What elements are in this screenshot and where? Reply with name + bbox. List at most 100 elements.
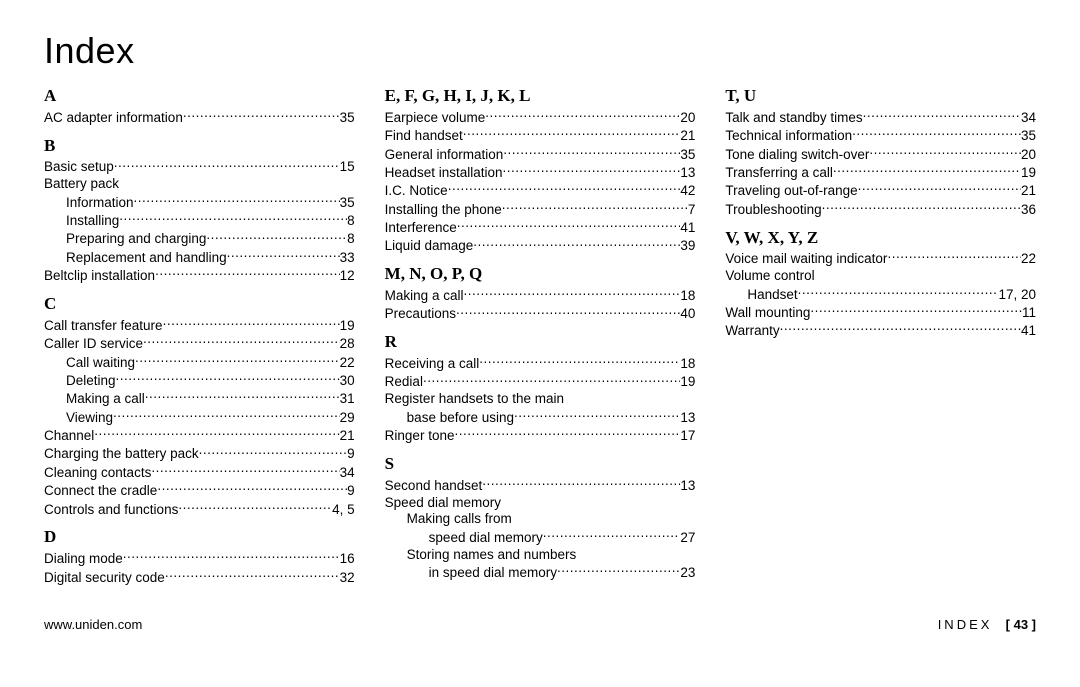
entry-page: 20 — [680, 110, 695, 127]
index-entry: Voice mail waiting indicator 22 — [725, 250, 1036, 268]
index-entry: Precautions40 — [385, 305, 696, 323]
entry-label: Warranty — [725, 323, 779, 340]
entry-page: 11 — [1022, 305, 1036, 322]
entry-leader-dots — [479, 355, 680, 369]
entry-leader-dots — [852, 127, 1021, 141]
entry-leader-dots — [94, 427, 339, 441]
entry-leader-dots — [134, 193, 340, 207]
entry-label: Connect the cradle — [44, 483, 157, 500]
entry-page: 13 — [680, 410, 695, 427]
entry-page: 40 — [680, 306, 695, 323]
entry-label: Digital security code — [44, 570, 165, 587]
index-entry: Volume control — [725, 268, 1036, 285]
entry-leader-dots — [863, 108, 1021, 122]
entry-leader-dots — [485, 108, 680, 122]
entry-page: 28 — [340, 336, 355, 353]
index-entry: Making calls from — [385, 511, 696, 528]
page-footer: www.uniden.com INDEX [ 43 ] — [44, 617, 1036, 633]
entry-leader-dots — [119, 212, 347, 226]
entry-leader-dots — [869, 145, 1021, 159]
entry-page: 15 — [340, 159, 355, 176]
index-entry: Deleting30 — [44, 371, 355, 389]
entry-page: 32 — [340, 570, 355, 587]
index-page: Index AAC adapter information35BBasic se… — [0, 0, 1080, 649]
index-entry: Receiving a call18 — [385, 355, 696, 373]
entry-page: 4, 5 — [332, 502, 355, 519]
entry-page: 22 — [1021, 251, 1036, 268]
entry-leader-dots — [463, 127, 681, 141]
index-entry: in speed dial memory23 — [385, 564, 696, 582]
entry-leader-dots — [482, 476, 680, 490]
entry-page: 21 — [340, 428, 355, 445]
entry-label: Dialing mode — [44, 551, 123, 568]
entry-page: 9 — [347, 446, 355, 463]
entry-page: 34 — [340, 465, 355, 482]
entry-leader-dots — [810, 303, 1022, 317]
index-entry: Installing the phone 7 — [385, 200, 696, 218]
index-entry: Warranty41 — [725, 322, 1036, 340]
section-letter: S — [385, 453, 696, 474]
entry-leader-dots — [206, 230, 347, 244]
entry-label: Volume control — [725, 268, 814, 285]
entry-leader-dots — [123, 550, 340, 564]
index-entry: Liquid damage39 — [385, 237, 696, 255]
entry-leader-dots — [448, 182, 681, 196]
entry-page: 35 — [340, 110, 355, 127]
entry-page: 22 — [340, 355, 355, 372]
entry-label: Transferring a call — [725, 165, 833, 182]
footer-section-name: INDEX — [938, 617, 993, 632]
entry-page: 8 — [347, 231, 355, 248]
entry-label: Information — [66, 195, 134, 212]
entry-label: Ringer tone — [385, 428, 455, 445]
index-column-1: AAC adapter information35BBasic setup15B… — [44, 77, 355, 586]
entry-label: Speed dial memory — [385, 495, 501, 512]
entry-leader-dots — [502, 200, 688, 214]
entry-page: 33 — [340, 250, 355, 267]
entry-page: 21 — [680, 128, 695, 145]
index-entry: Viewing 29 — [44, 408, 355, 426]
entry-label: Beltclip installation — [44, 268, 155, 285]
index-entry: Cleaning contacts34 — [44, 463, 355, 481]
index-entry: Find handset21 — [385, 127, 696, 145]
entry-label: Charging the battery pack — [44, 446, 199, 463]
entry-leader-dots — [157, 482, 347, 496]
entry-page: 36 — [1021, 202, 1036, 219]
entry-label: Replacement and handling — [66, 250, 227, 267]
index-entry: Installing8 — [44, 212, 355, 230]
entry-label: Installing the phone — [385, 202, 502, 219]
entry-leader-dots — [116, 371, 340, 385]
entry-leader-dots — [178, 500, 332, 514]
index-column-3: T, UTalk and standby times34Technical in… — [725, 77, 1036, 586]
index-columns: AAC adapter information35BBasic setup15B… — [44, 77, 1036, 586]
entry-page: 18 — [680, 288, 695, 305]
index-entry: Caller ID service28 — [44, 335, 355, 353]
entry-leader-dots — [822, 200, 1021, 214]
index-entry: Call transfer feature19 — [44, 316, 355, 334]
entry-page: 29 — [340, 410, 355, 427]
entry-leader-dots — [423, 373, 680, 387]
entry-page: 35 — [680, 147, 695, 164]
entry-label: Headset installation — [385, 165, 503, 182]
entry-page: 17 — [680, 428, 695, 445]
index-entry: Channel21 — [44, 427, 355, 445]
entry-label: Second handset — [385, 478, 483, 495]
entry-leader-dots — [113, 408, 340, 422]
entry-label: Call transfer feature — [44, 318, 163, 335]
entry-label: Basic setup — [44, 159, 114, 176]
entry-page: 35 — [1021, 128, 1036, 145]
entry-page: 7 — [688, 202, 696, 219]
entry-leader-dots — [199, 445, 348, 459]
entry-page: 19 — [1021, 165, 1036, 182]
entry-label: Troubleshooting — [725, 202, 821, 219]
entry-leader-dots — [473, 237, 680, 251]
entry-label: Storing names and numbers — [407, 547, 577, 564]
entry-label: Voice mail waiting indicator — [725, 251, 887, 268]
entry-leader-dots — [887, 250, 1021, 264]
page-title: Index — [44, 28, 1036, 73]
section-letter: E, F, G, H, I, J, K, L — [385, 85, 696, 106]
entry-label: Making a call — [385, 288, 464, 305]
entry-leader-dots — [165, 568, 340, 582]
entry-label: Viewing — [66, 410, 113, 427]
entry-label: base before using — [407, 410, 514, 427]
entry-label: Call waiting — [66, 355, 135, 372]
